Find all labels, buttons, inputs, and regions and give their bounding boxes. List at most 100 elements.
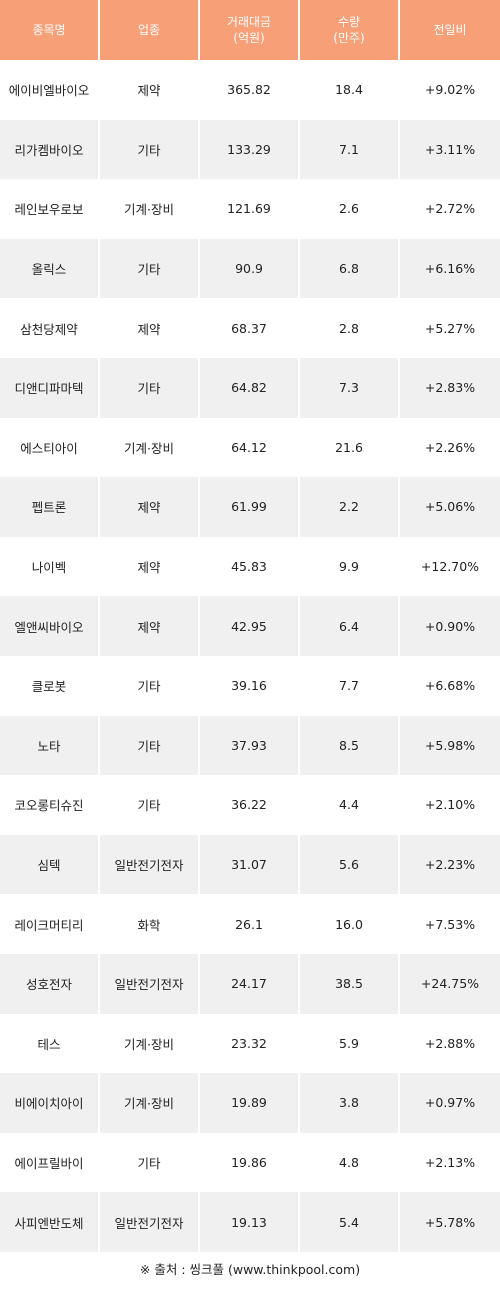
- table-row: 엘앤씨바이오 제약 42.95 6.4 +0.90%: [0, 596, 500, 656]
- cell-stock-name: 나이벡: [0, 536, 100, 597]
- table-row: 에이비엘바이오 제약 365.82 18.4 +9.02%: [0, 60, 500, 120]
- cell-change: +6.68%: [400, 655, 500, 716]
- header-amount-unit: (억원): [233, 31, 265, 45]
- cell-trade-amount: 31.07: [200, 834, 300, 895]
- cell-sector: 기타: [100, 238, 200, 299]
- header-name-label: 종목명: [32, 23, 66, 37]
- table-header-row: 종목명 업종 거래대금 (억원) 수량 (만주) 전일비: [0, 0, 500, 60]
- cell-change: +6.16%: [400, 238, 500, 299]
- cell-sector: 기타: [100, 715, 200, 776]
- cell-volume: 8.5: [300, 715, 400, 776]
- cell-stock-name: 비에이치아이: [0, 1073, 100, 1133]
- cell-stock-name: 엘앤씨바이오: [0, 596, 100, 656]
- header-name: 종목명: [0, 0, 100, 60]
- cell-volume: 3.8: [300, 1073, 400, 1133]
- header-change: 전일비: [400, 0, 500, 60]
- table-row: 삼천당제약 제약 68.37 2.8 +5.27%: [0, 298, 500, 358]
- cell-change: +2.72%: [400, 179, 500, 239]
- cell-trade-amount: 24.17: [200, 953, 300, 1014]
- cell-sector: 기계·장비: [100, 417, 200, 478]
- cell-stock-name: 리가켐바이오: [0, 119, 100, 180]
- cell-change: +12.70%: [400, 536, 500, 597]
- table-row: 에스티아이 기계·장비 64.12 21.6 +2.26%: [0, 417, 500, 478]
- cell-stock-name: 심텍: [0, 834, 100, 895]
- header-amount-label: 거래대금: [226, 15, 272, 29]
- cell-change: +2.83%: [400, 357, 500, 418]
- cell-trade-amount: 39.16: [200, 655, 300, 716]
- table-row: 사피엔반도체 일반전기전자 19.13 5.4 +5.78%: [0, 1192, 500, 1252]
- cell-sector: 일반전기전자: [100, 834, 200, 895]
- cell-change: +5.06%: [400, 477, 500, 537]
- cell-volume: 9.9: [300, 536, 400, 597]
- cell-change: +7.53%: [400, 894, 500, 954]
- cell-trade-amount: 19.86: [200, 1132, 300, 1193]
- cell-change: +0.90%: [400, 596, 500, 656]
- cell-volume: 21.6: [300, 417, 400, 478]
- cell-stock-name: 노타: [0, 715, 100, 776]
- cell-change: +3.11%: [400, 119, 500, 180]
- header-volume-label: 수량: [337, 15, 361, 29]
- cell-sector: 제약: [100, 60, 200, 120]
- header-sector-label: 업종: [137, 23, 161, 37]
- cell-change: +5.27%: [400, 298, 500, 358]
- header-change-label: 전일비: [433, 23, 467, 37]
- cell-change: +5.98%: [400, 715, 500, 776]
- cell-trade-amount: 365.82: [200, 60, 300, 120]
- cell-volume: 7.7: [300, 655, 400, 716]
- cell-stock-name: 에이프릴바이: [0, 1132, 100, 1193]
- cell-sector: 제약: [100, 477, 200, 537]
- cell-trade-amount: 36.22: [200, 775, 300, 835]
- cell-change: +0.97%: [400, 1073, 500, 1133]
- cell-volume: 6.4: [300, 596, 400, 656]
- stock-table: 종목명 업종 거래대금 (억원) 수량 (만주) 전일비 에이비엘바이오 제약 36…: [0, 0, 500, 1252]
- cell-sector: 기계·장비: [100, 1013, 200, 1074]
- cell-sector: 기계·장비: [100, 1073, 200, 1133]
- table-row: 나이벡 제약 45.83 9.9 +12.70%: [0, 536, 500, 597]
- table-row: 올릭스 기타 90.9 6.8 +6.16%: [0, 238, 500, 299]
- cell-change: +2.10%: [400, 775, 500, 835]
- cell-volume: 5.9: [300, 1013, 400, 1074]
- table-row: 에이프릴바이 기타 19.86 4.8 +2.13%: [0, 1132, 500, 1193]
- source-note: ※ 출처 : 씽크풀 (www.thinkpool.com): [139, 1262, 361, 1277]
- cell-volume: 38.5: [300, 953, 400, 1014]
- cell-change: +24.75%: [400, 953, 500, 1014]
- cell-change: +2.88%: [400, 1013, 500, 1074]
- cell-sector: 기타: [100, 119, 200, 180]
- cell-sector: 기타: [100, 357, 200, 418]
- cell-stock-name: 올릭스: [0, 238, 100, 299]
- table-row: 디앤디파마텍 기타 64.82 7.3 +2.83%: [0, 357, 500, 418]
- cell-sector: 기타: [100, 775, 200, 835]
- cell-stock-name: 삼천당제약: [0, 298, 100, 358]
- cell-volume: 7.3: [300, 357, 400, 418]
- header-sector: 업종: [100, 0, 200, 60]
- cell-volume: 18.4: [300, 60, 400, 120]
- cell-trade-amount: 133.29: [200, 119, 300, 180]
- cell-volume: 5.4: [300, 1192, 400, 1252]
- table-row: 노타 기타 37.93 8.5 +5.98%: [0, 715, 500, 776]
- cell-change: +2.26%: [400, 417, 500, 478]
- cell-trade-amount: 64.12: [200, 417, 300, 478]
- header-volume-unit: (만주): [333, 31, 365, 45]
- cell-stock-name: 사피엔반도체: [0, 1192, 100, 1252]
- cell-trade-amount: 64.82: [200, 357, 300, 418]
- cell-stock-name: 에스티아이: [0, 417, 100, 478]
- cell-trade-amount: 19.13: [200, 1192, 300, 1252]
- cell-volume: 2.2: [300, 477, 400, 537]
- cell-stock-name: 테스: [0, 1013, 100, 1074]
- cell-trade-amount: 26.1: [200, 894, 300, 954]
- table-row: 테스 기계·장비 23.32 5.9 +2.88%: [0, 1013, 500, 1074]
- cell-volume: 16.0: [300, 894, 400, 954]
- cell-trade-amount: 68.37: [200, 298, 300, 358]
- table-row: 레인보우로보 기계·장비 121.69 2.6 +2.72%: [0, 179, 500, 239]
- cell-stock-name: 디앤디파마텍: [0, 357, 100, 418]
- cell-stock-name: 레인보우로보: [0, 179, 100, 239]
- cell-volume: 4.4: [300, 775, 400, 835]
- cell-trade-amount: 61.99: [200, 477, 300, 537]
- table-row: 성호전자 일반전기전자 24.17 38.5 +24.75%: [0, 953, 500, 1014]
- cell-stock-name: 코오롱티슈진: [0, 775, 100, 835]
- cell-volume: 6.8: [300, 238, 400, 299]
- cell-sector: 제약: [100, 298, 200, 358]
- header-volume: 수량 (만주): [300, 0, 400, 60]
- cell-volume: 2.6: [300, 179, 400, 239]
- cell-change: +5.78%: [400, 1192, 500, 1252]
